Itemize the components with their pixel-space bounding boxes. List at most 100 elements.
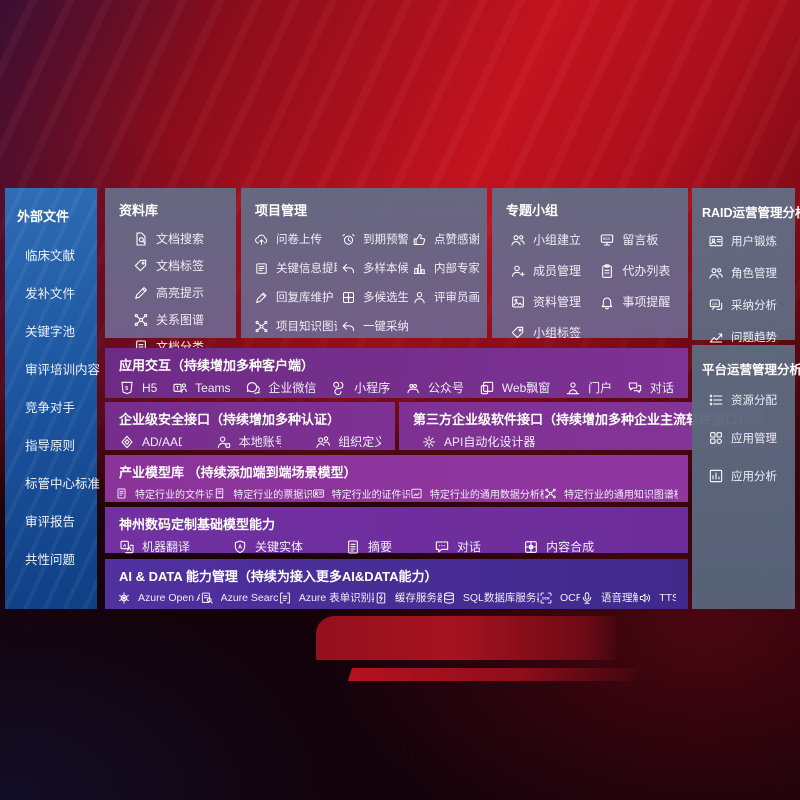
- interface-rows: 企业级安全接口（持续增加多种认证） AD/AAD 本地账号 组织定义 第三方企业级软…: [105, 402, 766, 450]
- feature-label: 一键采纳: [363, 321, 409, 333]
- feature-label: AD/AAD: [142, 434, 182, 449]
- list-icon: [709, 394, 723, 406]
- feature-apps: 应用管理: [708, 430, 793, 446]
- bbs-icon: BBS: [601, 233, 614, 246]
- topic-groups-title: 专题小组: [506, 203, 559, 218]
- raid-analysis-title: RAID运营管理分析: [702, 206, 800, 220]
- feature-label: 资源分配: [731, 395, 777, 407]
- feature-org: 组织定义: [315, 433, 381, 450]
- feature-openai: Azure Open AI: [117, 591, 200, 605]
- feature-account-local: 本地账号: [216, 433, 281, 450]
- feature-multi-gen: 多候选生成: [341, 289, 408, 305]
- feature-label: Azure Search: [220, 591, 278, 604]
- feature-graph: 特定行业的通用知识图谱模型: [544, 486, 678, 501]
- raid-analysis-list: 用户锻炼 角色管理 QA 采纳分析 问题趋势: [692, 221, 795, 345]
- feature-miniapp: 小程序: [331, 379, 390, 396]
- cache-server-icon: [376, 592, 386, 603]
- feature-thumbs-up: 点赞感谢: [412, 231, 479, 247]
- feature-tts: TTS: [638, 591, 676, 605]
- feature-qa-chat: QA 采纳分析: [708, 297, 793, 313]
- feature-model-data: 特定行业的通用数据分析模型: [410, 486, 544, 501]
- account-local-icon: [217, 435, 230, 448]
- chart-analysis-icon: [709, 469, 723, 483]
- sidebar-item: 指导原则: [25, 439, 76, 453]
- library-title: 资料库: [119, 203, 159, 218]
- svg-text:A: A: [123, 543, 127, 548]
- feature-label: 关键实体: [255, 540, 304, 554]
- feature-label: 应用管理: [731, 433, 777, 445]
- feature-label: 资料管理: [533, 295, 582, 309]
- feature-label: 特定行业的证件识别: [331, 490, 410, 501]
- feature-label: 机器翻译: [142, 540, 191, 554]
- svg-text:BBS: BBS: [603, 237, 611, 241]
- feature-label: 门户: [588, 381, 613, 395]
- security-interface-box: 企业级安全接口（持续增加多种认证） AD/AAD 本地账号 组织定义: [105, 402, 395, 450]
- feature-label: H5: [142, 380, 158, 395]
- feature-label: 采纳分析: [731, 300, 777, 312]
- foundation-models-list: A 机器翻译 A 关键实体 摘要 对话 内容合成: [105, 533, 688, 555]
- feature-label: 高亮提示: [156, 286, 205, 300]
- platform-analysis-list: 资源分配 应用管理 应用分析: [692, 378, 795, 484]
- feature-label: Azure 表单识别器: [298, 592, 374, 604]
- feature-accounts: 公众号: [405, 379, 464, 396]
- library-panel: 资料库 文档搜索 文档标签 高亮提示 关系图谱 文档分类: [105, 188, 236, 354]
- doc-extract-icon: [256, 262, 267, 274]
- summary-icon: [348, 539, 358, 554]
- background-device-strip: [347, 668, 639, 681]
- feature-key-entity: A 关键实体: [232, 538, 303, 555]
- feature-label: 多样本候选: [363, 263, 409, 275]
- feature-graph: 关系图谱: [133, 311, 232, 328]
- feature-bbs: BBS 留言板: [599, 231, 680, 248]
- model-data-icon: [411, 488, 422, 499]
- feature-cloud-upload: 问卷上传: [254, 231, 337, 247]
- ocr-icon: OCR: [540, 592, 552, 603]
- feature-label: 关键信息提取: [276, 263, 337, 275]
- people-icon: [511, 234, 525, 246]
- teams-icon: T: [173, 382, 188, 393]
- feature-label: 文档搜索: [156, 232, 205, 246]
- svg-text:A: A: [238, 544, 242, 550]
- compose-icon: [525, 540, 537, 553]
- foundation-models-row: 神州数码定制基础模型能力 A 机器翻译 A 关键实体 摘要 对话 内容合成: [105, 507, 688, 555]
- feature-doc-extract: 关键信息提取: [254, 260, 337, 276]
- feature-label: 公众号: [427, 381, 464, 395]
- reply-arrow-icon: [342, 321, 355, 331]
- h5-icon: 5: [121, 381, 133, 394]
- bell-icon: [602, 296, 613, 309]
- feature-label: 点赞感谢: [434, 234, 479, 246]
- svg-text:5: 5: [125, 385, 128, 391]
- ai-data-title: AI & DATA 能力管理（持续为接入更多AI&DATA能力）: [119, 569, 438, 584]
- feature-webwindow: Web飘窗: [479, 379, 550, 396]
- sidebar-item: 竞争对手: [25, 401, 76, 415]
- svg-text:QA: QA: [712, 302, 718, 306]
- feature-label: 回复库维护: [276, 292, 334, 304]
- feature-trend: 问题趋势: [708, 329, 793, 345]
- industry-models-list: 特定行业的文件识别 特定行业的票据识别 特定行业的证件识别 特定行业的通用数据分析模型…: [105, 481, 688, 501]
- feature-graph: 项目知识图谱: [254, 318, 337, 334]
- person-icon: [414, 291, 425, 303]
- project-management-title: 项目管理: [255, 203, 308, 218]
- person-add-icon: [511, 265, 525, 277]
- feature-ocr: OCR OCR: [539, 591, 580, 605]
- topic-groups-grid: 小组建立 BBS 留言板 成员管理 代办列表 资料管理 事项提醒 小组标签: [492, 219, 688, 341]
- feature-tag: 文档标签: [133, 257, 232, 274]
- external-files-list: 临床文献 发补文件 关键字池 审评培训内容 竞争对手 指导原则 标管中心标准 审评报告 共性问题: [5, 225, 101, 571]
- feature-portal: 门户: [565, 379, 612, 396]
- api-gear-icon: [423, 435, 435, 448]
- sidebar-item: 关键字池: [25, 325, 76, 339]
- feature-label: 组织定义: [338, 435, 381, 449]
- feature-label: 问卷上传: [276, 234, 322, 246]
- doc-search-icon: [136, 231, 146, 246]
- alarm-icon: [342, 233, 355, 245]
- feature-label: SQL数据库服务器: [462, 592, 539, 604]
- feature-highlight-pen: 高亮提示: [133, 284, 232, 301]
- feature-label: 语音理解: [600, 592, 639, 604]
- sidebar-item: 标管中心标准: [25, 477, 101, 491]
- azure-search-icon: [201, 592, 213, 603]
- cloud-upload-icon: [255, 234, 268, 245]
- feature-label: 代办列表: [622, 264, 671, 278]
- speech-icon: [582, 591, 592, 604]
- pen-edit-icon: [256, 292, 267, 303]
- feature-chat: 对话: [434, 538, 481, 555]
